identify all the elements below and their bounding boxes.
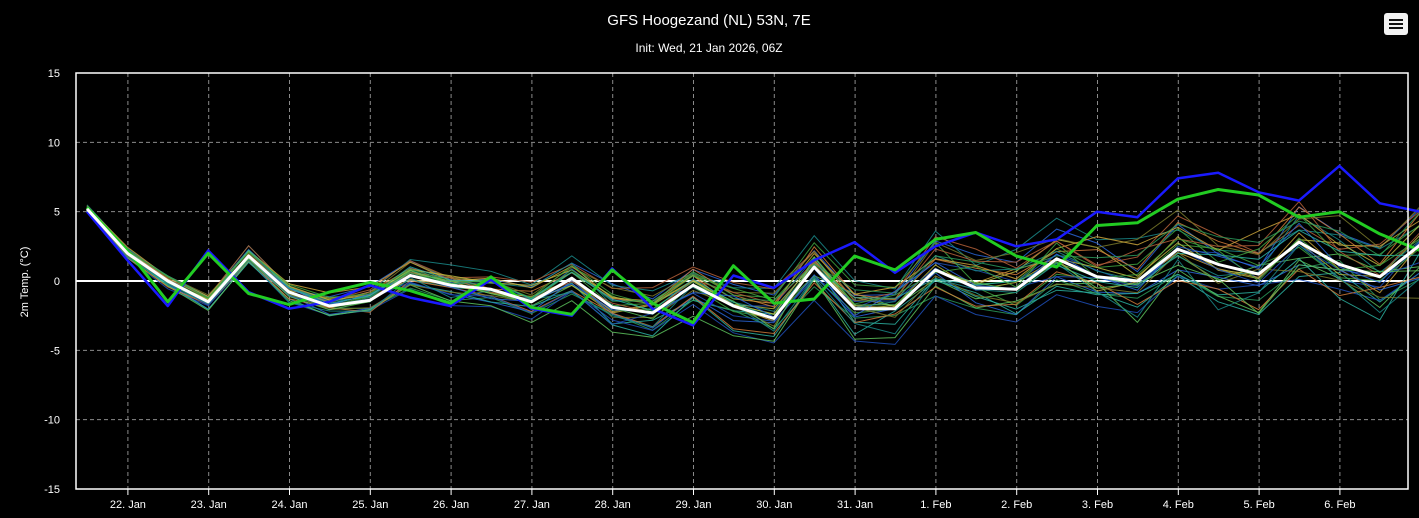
operational-series-line <box>86 164 1419 327</box>
axes: 15 10 5 0 -5 -10 -15 22. Jan 23. Jan 24. Jan 25. J… <box>44 68 1409 511</box>
x-tick-label: 22. Jan <box>110 499 146 511</box>
x-tick-label: 2. Feb <box>1001 499 1032 511</box>
ensemble-member-line <box>86 211 1419 335</box>
x-tick-label: 23. Jan <box>191 499 227 511</box>
y-tick-label: 5 <box>54 207 60 219</box>
ensemble-member-line <box>86 200 1419 314</box>
y-tick-label: -15 <box>44 484 60 496</box>
control-series-line <box>85 188 1419 325</box>
x-tick-label: 28. Jan <box>595 499 631 511</box>
ensemble-member-line <box>86 209 1419 335</box>
x-tick-label: 6. Feb <box>1324 499 1355 511</box>
chart-menu-button[interactable] <box>1384 13 1408 35</box>
x-tick-label: 26. Jan <box>433 499 469 511</box>
x-tick-label: 1. Feb <box>920 499 951 511</box>
y-axis-label: 2m Temp. (°C) <box>19 247 31 318</box>
ensemble-member-line <box>86 205 1419 306</box>
y-tick-label: -5 <box>50 345 60 357</box>
x-tick-label: 3. Feb <box>1082 499 1113 511</box>
y-tick-label: 15 <box>48 68 60 80</box>
ensemble-member-line <box>86 211 1419 331</box>
x-tick-label: 27. Jan <box>514 499 550 511</box>
menu-icon <box>1389 19 1403 21</box>
x-tick-label: 4. Feb <box>1163 499 1194 511</box>
ensemble-member-line <box>86 207 1419 320</box>
y-tick-label: 10 <box>48 137 60 149</box>
ensemble-member-line <box>86 207 1419 322</box>
chart-subtitle: Init: Wed, 21 Jan 2026, 06Z <box>635 41 782 55</box>
ensemble-member-line <box>86 211 1419 325</box>
y-tick-label: -10 <box>44 415 60 427</box>
x-tick-label: 25. Jan <box>352 499 388 511</box>
x-tick-label: 5. Feb <box>1244 499 1275 511</box>
chart-title: GFS Hoogezand (NL) 53N, 7E <box>607 12 810 29</box>
x-tick-label: 24. Jan <box>271 499 307 511</box>
ensemble-member-line <box>86 208 1419 330</box>
ensemble-member-line <box>86 206 1419 302</box>
ensemble-member-line <box>86 205 1419 304</box>
ensemble-member-line <box>86 205 1419 301</box>
x-tick-label: 29. Jan <box>675 499 711 511</box>
highlighted-series <box>85 164 1419 327</box>
ensemble-member-line <box>86 204 1419 303</box>
plot-frame <box>75 72 1409 490</box>
y-tick-label: 0 <box>54 276 60 288</box>
x-tick-label: 30. Jan <box>756 499 792 511</box>
mean-series-line <box>85 207 1419 320</box>
x-tick-label: 31. Jan <box>837 499 873 511</box>
